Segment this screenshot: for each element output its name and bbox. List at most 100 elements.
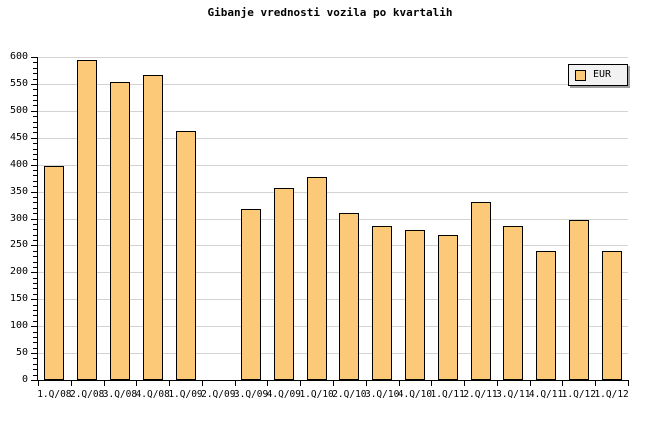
y-axis-minor-tick — [33, 67, 37, 69]
gridline — [38, 83, 628, 85]
x-axis-label: 1.Q/12 — [561, 389, 596, 400]
y-axis-minor-tick — [33, 159, 37, 161]
bar[interactable] — [503, 226, 524, 380]
y-axis-minor-tick — [33, 229, 37, 231]
y-axis-minor-tick — [33, 304, 37, 306]
x-axis-tick — [201, 381, 203, 386]
bar[interactable] — [437, 234, 458, 380]
x-axis-label: 2.Q/09 — [201, 389, 236, 400]
bar[interactable] — [339, 212, 360, 380]
y-axis-minor-tick — [33, 126, 37, 128]
x-axis-tick — [529, 381, 531, 386]
y-axis-minor-tick — [33, 358, 37, 360]
gridline — [38, 353, 628, 355]
y-axis-tick — [31, 353, 37, 355]
bar[interactable] — [273, 187, 294, 380]
bar[interactable] — [404, 230, 425, 380]
y-axis-minor-tick — [33, 186, 37, 188]
y-axis-minor-tick — [33, 153, 37, 155]
y-axis-tick — [31, 245, 37, 247]
bar[interactable] — [241, 208, 262, 380]
legend-label-eur: EUR — [593, 69, 612, 80]
x-axis-label: 1.Q/08 — [37, 389, 72, 400]
gridline — [38, 299, 628, 301]
y-axis-minor-tick — [33, 62, 37, 64]
y-axis-minor-tick — [33, 261, 37, 263]
bar[interactable] — [536, 250, 557, 380]
x-axis-tick — [103, 381, 105, 386]
gridline — [38, 191, 628, 193]
y-axis-label: 0 — [21, 374, 28, 385]
y-axis-minor-tick — [33, 320, 37, 322]
x-axis-label: 2.Q/10 — [332, 389, 367, 400]
y-axis-minor-tick — [33, 94, 37, 96]
x-axis-tick — [562, 381, 564, 386]
x-axis-label: 4.Q/10 — [397, 389, 433, 400]
x-axis-tick — [365, 381, 367, 386]
y-axis-tick — [31, 380, 37, 381]
y-axis-line — [37, 57, 38, 381]
x-axis-label: 4.Q/09 — [266, 389, 301, 400]
gridline — [38, 272, 628, 274]
x-axis-label: 4.Q/11 — [528, 389, 564, 400]
y-axis-tick — [31, 164, 37, 166]
bar[interactable] — [470, 201, 491, 380]
x-axis-tick — [431, 381, 433, 386]
y-axis-minor-tick — [33, 250, 37, 252]
x-axis-label: 3.Q/08 — [102, 389, 138, 400]
x-axis-tick — [628, 381, 629, 386]
y-axis-tick — [31, 326, 37, 328]
y-axis-minor-tick — [33, 342, 37, 344]
chart-title: Gibanje vrednosti vozila po kvartalih — [207, 6, 453, 19]
y-axis-minor-tick — [33, 196, 37, 198]
gridline — [38, 245, 628, 247]
y-axis-minor-tick — [33, 293, 37, 295]
y-axis-minor-tick — [33, 223, 37, 225]
x-axis-tick — [595, 381, 597, 386]
y-axis-label: 350 — [9, 185, 28, 197]
y-axis-minor-tick — [33, 347, 37, 349]
bar[interactable] — [44, 165, 65, 380]
y-axis-minor-tick — [33, 310, 37, 312]
y-axis-minor-tick — [33, 78, 37, 80]
y-axis-label: 300 — [9, 212, 28, 224]
y-axis-minor-tick — [33, 213, 37, 215]
y-axis-minor-tick — [33, 180, 37, 182]
bar[interactable] — [109, 82, 130, 380]
x-axis-line — [37, 380, 629, 381]
y-axis-minor-tick — [33, 234, 37, 236]
gridline — [38, 164, 628, 166]
y-axis-minor-tick — [33, 143, 37, 145]
y-axis-minor-tick — [33, 170, 37, 172]
gridline — [38, 110, 628, 112]
x-axis-tick — [333, 381, 334, 386]
y-axis-minor-tick — [33, 336, 37, 338]
y-axis-tick — [31, 218, 37, 220]
y-axis-label: 450 — [9, 131, 28, 143]
y-axis-label: 250 — [9, 239, 28, 251]
x-axis-label: 1.Q/12 — [594, 389, 629, 400]
bar[interactable] — [306, 176, 327, 380]
x-axis-label: 2.Q/08 — [69, 389, 105, 400]
bar[interactable] — [142, 75, 163, 380]
x-axis-label: 3.Q/10 — [364, 389, 400, 400]
legend-swatch-eur — [575, 69, 586, 81]
y-axis-minor-tick — [33, 277, 37, 279]
y-axis-minor-tick — [33, 363, 37, 365]
y-axis-minor-tick — [33, 202, 37, 204]
x-axis-label: 3.Q/09 — [233, 389, 269, 400]
y-axis-minor-tick — [33, 105, 37, 107]
x-axis-label: 1.Q/11 — [430, 389, 465, 400]
x-axis-tick — [136, 381, 138, 386]
plot-area — [38, 57, 628, 380]
x-axis-label: 1.Q/09 — [168, 389, 203, 400]
x-axis-tick — [267, 381, 269, 386]
chart-legend[interactable]: EUR — [568, 64, 628, 86]
bar[interactable] — [601, 251, 622, 380]
y-axis-tick — [31, 299, 37, 301]
bar[interactable] — [175, 131, 196, 380]
y-axis-minor-tick — [33, 283, 37, 285]
bar[interactable] — [372, 225, 393, 380]
bar[interactable] — [568, 220, 589, 380]
bar[interactable] — [77, 60, 98, 380]
